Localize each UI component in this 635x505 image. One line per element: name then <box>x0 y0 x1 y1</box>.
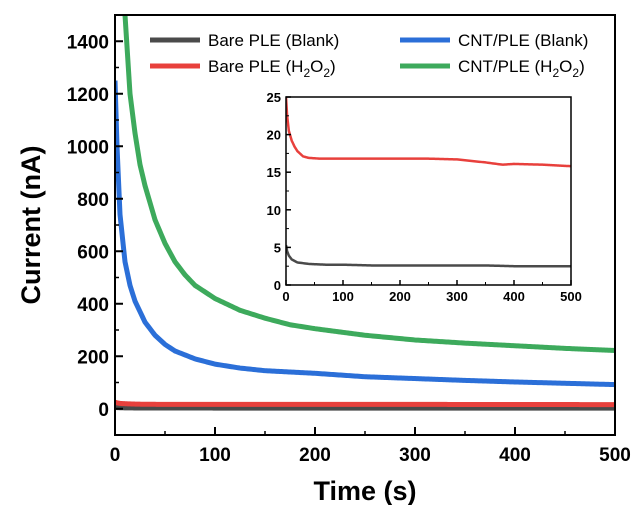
legend-label-0: Bare PLE (Blank) <box>208 31 339 50</box>
legend-label-3: CNT/PLE (H2O2) <box>458 57 585 80</box>
main-series-line-1 <box>115 399 615 408</box>
main-series-line-3 <box>122 15 615 353</box>
main-x-tick-label-3: 300 <box>399 445 431 466</box>
inset-x-tick-label-3: 300 <box>446 289 468 304</box>
inset-y-tick-label-3: 15 <box>267 165 281 180</box>
inset-y-tick-label-2: 10 <box>267 203 281 218</box>
main-x-tick-label-2: 200 <box>299 445 331 466</box>
main-series-line-2 <box>115 80 615 388</box>
inset-background <box>286 97 571 285</box>
main-y-tick-label-1: 200 <box>77 347 109 368</box>
main-y-tick-label-4: 800 <box>77 190 109 211</box>
main-y-tick-label-6: 1200 <box>67 85 109 106</box>
main-x-tick-label-0: 0 <box>110 445 121 466</box>
main-series-line-0 <box>115 404 615 411</box>
main-y-tick-label-3: 600 <box>77 242 109 263</box>
legend-label-1: CNT/PLE (Blank) <box>458 31 588 50</box>
legend-label-2: Bare PLE (H2O2) <box>208 57 336 80</box>
inset-x-tick-label-0: 0 <box>282 289 289 304</box>
inset-y-tick-label-5: 25 <box>267 90 281 105</box>
main-y-tick-label-0: 0 <box>98 400 109 421</box>
inset-y-tick-label-1: 5 <box>274 240 281 255</box>
inset-x-tick-label-4: 400 <box>503 289 525 304</box>
y-axis-title: Current (nA) <box>16 146 46 305</box>
main-y-tick-label-2: 400 <box>77 295 109 316</box>
inset-x-tick-label-2: 200 <box>389 289 411 304</box>
inset-series-line-0 <box>286 244 571 268</box>
main-y-tick-label-7: 1400 <box>67 32 109 53</box>
main-x-tick-label-5: 500 <box>599 445 631 466</box>
inset-series-line-1 <box>286 97 571 168</box>
inset-x-tick-label-5: 500 <box>560 289 582 304</box>
x-axis-title: Time (s) <box>313 476 416 505</box>
inset-y-tick-label-4: 20 <box>267 128 281 143</box>
main-x-tick-label-4: 400 <box>499 445 531 466</box>
main-x-tick-label-1: 100 <box>199 445 231 466</box>
inset-y-tick-label-0: 0 <box>274 278 281 293</box>
main-y-tick-label-5: 1000 <box>67 137 109 158</box>
inset-x-tick-label-1: 100 <box>332 289 354 304</box>
